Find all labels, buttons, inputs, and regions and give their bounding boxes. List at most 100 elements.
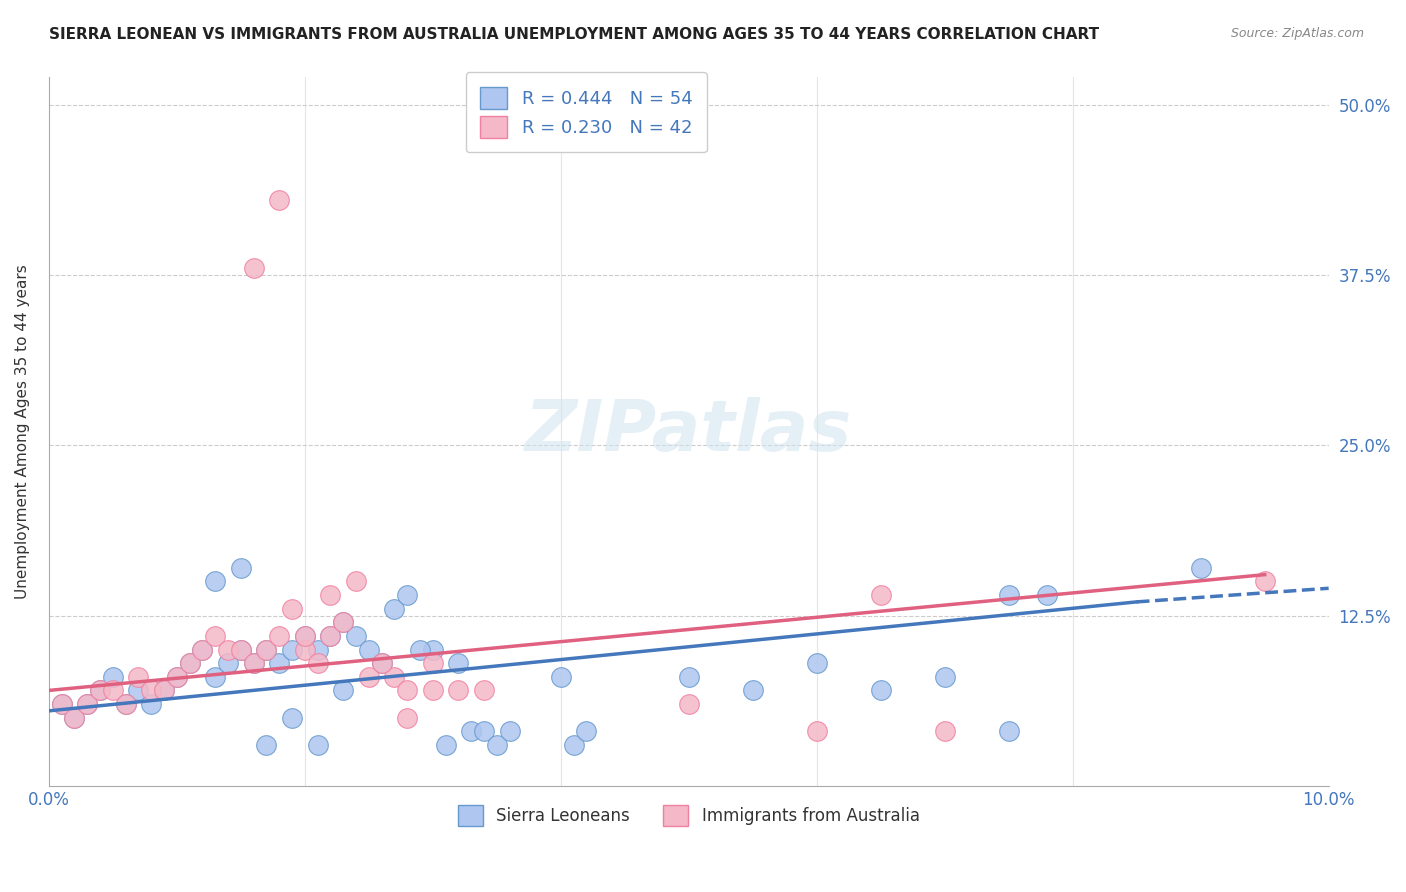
Point [806, 724, 828, 739]
Point [51, 697, 73, 711]
Text: Source: ZipAtlas.com: Source: ZipAtlas.com [1230, 27, 1364, 40]
Point [281, 601, 304, 615]
Point [485, 738, 508, 752]
Point [806, 656, 828, 670]
Point [89, 683, 111, 698]
Point [422, 683, 444, 698]
Point [332, 615, 354, 630]
Point [63, 711, 86, 725]
Point [434, 738, 457, 752]
Point [51, 697, 73, 711]
Point [357, 642, 380, 657]
Point [997, 588, 1019, 602]
Point [396, 588, 419, 602]
Point [166, 670, 188, 684]
Point [934, 670, 956, 684]
Point [204, 670, 226, 684]
Point [153, 683, 176, 698]
Point [254, 642, 277, 657]
Point [294, 629, 316, 643]
Point [447, 656, 470, 670]
Point [1036, 588, 1059, 602]
Point [127, 670, 149, 684]
Point [217, 642, 239, 657]
Point [344, 574, 367, 589]
Point [217, 656, 239, 670]
Point [254, 642, 277, 657]
Point [498, 724, 520, 739]
Point [139, 697, 162, 711]
Point [229, 642, 252, 657]
Point [307, 642, 329, 657]
Point [741, 683, 763, 698]
Point [229, 561, 252, 575]
Y-axis label: Unemployment Among Ages 35 to 44 years: Unemployment Among Ages 35 to 44 years [15, 264, 30, 599]
Point [319, 629, 342, 643]
Point [869, 588, 891, 602]
Point [229, 642, 252, 657]
Point [678, 670, 700, 684]
Point [396, 711, 419, 725]
Point [1253, 574, 1275, 589]
Point [422, 656, 444, 670]
Point [153, 683, 176, 698]
Point [332, 615, 354, 630]
Point [678, 697, 700, 711]
Point [934, 724, 956, 739]
Point [294, 629, 316, 643]
Point [332, 683, 354, 698]
Point [242, 656, 264, 670]
Point [382, 670, 405, 684]
Point [166, 670, 188, 684]
Point [294, 642, 316, 657]
Legend: Sierra Leoneans, Immigrants from Australia: Sierra Leoneans, Immigrants from Austral… [450, 797, 928, 834]
Point [472, 683, 495, 698]
Point [382, 601, 405, 615]
Text: ZIPatlas: ZIPatlas [524, 397, 852, 467]
Point [307, 738, 329, 752]
Point [357, 670, 380, 684]
Point [191, 642, 214, 657]
Point [114, 697, 136, 711]
Point [370, 656, 392, 670]
Point [101, 683, 124, 698]
Point [76, 697, 98, 711]
Point [997, 724, 1019, 739]
Point [562, 738, 585, 752]
Point [269, 193, 291, 207]
Text: SIERRA LEONEAN VS IMMIGRANTS FROM AUSTRALIA UNEMPLOYMENT AMONG AGES 35 TO 44 YEA: SIERRA LEONEAN VS IMMIGRANTS FROM AUSTRA… [49, 27, 1099, 42]
Point [281, 711, 304, 725]
Point [254, 738, 277, 752]
Point [460, 724, 482, 739]
Point [422, 642, 444, 657]
Point [396, 683, 419, 698]
Point [1189, 561, 1212, 575]
Point [139, 683, 162, 698]
Point [575, 724, 598, 739]
Point [269, 656, 291, 670]
Point [114, 697, 136, 711]
Point [179, 656, 201, 670]
Point [101, 670, 124, 684]
Point [447, 683, 470, 698]
Point [550, 670, 572, 684]
Point [319, 588, 342, 602]
Point [242, 261, 264, 276]
Point [307, 656, 329, 670]
Point [472, 724, 495, 739]
Point [191, 642, 214, 657]
Point [127, 683, 149, 698]
Point [869, 683, 891, 698]
Point [242, 656, 264, 670]
Point [89, 683, 111, 698]
Point [63, 711, 86, 725]
Point [319, 629, 342, 643]
Point [204, 574, 226, 589]
Point [281, 642, 304, 657]
Point [269, 629, 291, 643]
Point [204, 629, 226, 643]
Point [179, 656, 201, 670]
Point [344, 629, 367, 643]
Point [370, 656, 392, 670]
Point [409, 642, 432, 657]
